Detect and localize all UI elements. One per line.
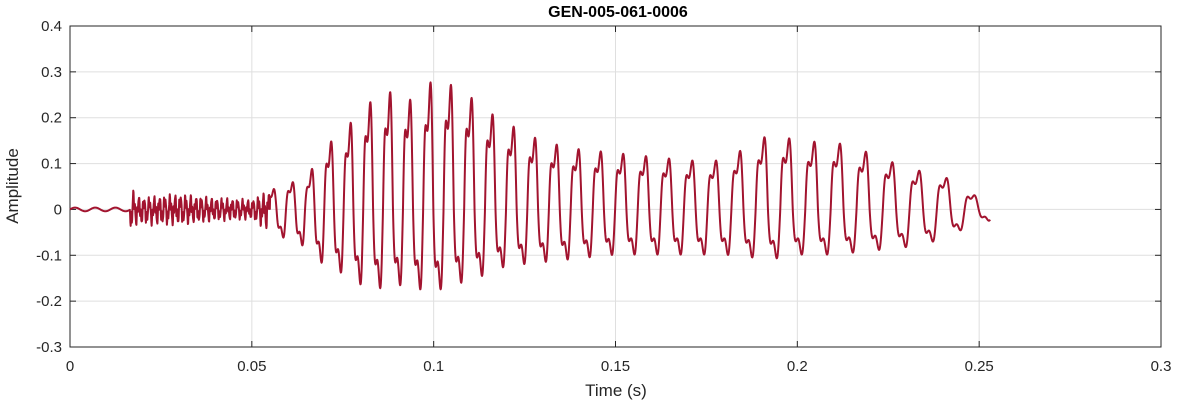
x-tick-label: 0.05 [237, 358, 266, 375]
series-group [69, 81, 991, 291]
x-tick-label: 0.25 [965, 358, 994, 375]
y-tick-label: 0.1 [41, 156, 62, 173]
y-tick-label: -0.1 [36, 247, 62, 264]
x-tick-labels: 0 0.05 0.1 0.15 0.2 0.25 0.3 [66, 358, 1172, 375]
axis-ticks [69, 25, 1162, 348]
x-tick-label: 0.3 [1151, 358, 1172, 375]
y-tick-label: -0.2 [36, 293, 62, 310]
y-tick-label: 0 [54, 201, 62, 218]
y-tick-label: 0.3 [41, 64, 62, 81]
series-line [69, 81, 991, 291]
y-tick-labels: -0.3 -0.2 -0.1 0 0.1 0.2 0.3 0.4 [36, 18, 62, 356]
x-tick-label: 0.15 [601, 358, 630, 375]
x-tick-label: 0 [66, 358, 74, 375]
y-tick-label: -0.3 [36, 339, 62, 356]
x-tick-label: 0.2 [787, 358, 808, 375]
y-axis-label: Amplitude [3, 148, 22, 224]
y-tick-label: 0.4 [41, 18, 62, 35]
chart-title: GEN-005-061-0006 [548, 4, 688, 21]
x-axis-label: Time (s) [585, 381, 647, 400]
x-tick-label: 0.1 [423, 358, 444, 375]
y-tick-label: 0.2 [41, 110, 62, 127]
